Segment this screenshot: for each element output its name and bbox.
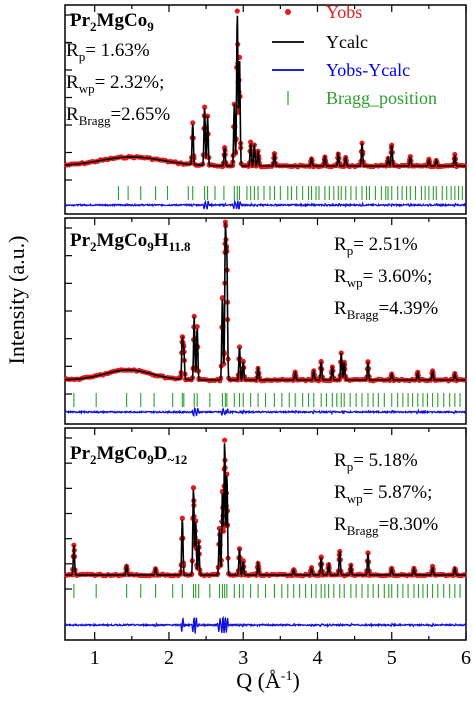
legend-entry: Yobs bbox=[326, 2, 362, 22]
yobs-point bbox=[204, 113, 211, 119]
yobs-point bbox=[236, 344, 243, 350]
panel-formula: Pr2MgCo9D~12 bbox=[70, 443, 187, 467]
x-tick-label: 3 bbox=[238, 647, 248, 669]
series-bragg bbox=[73, 393, 461, 407]
series-yobs bbox=[63, 8, 467, 170]
x-axis-label: Q (Å-1) bbox=[236, 668, 300, 693]
yobs-point bbox=[221, 361, 227, 367]
yobs-point bbox=[219, 295, 226, 301]
yobs-point bbox=[234, 8, 240, 14]
fit-statistic: RBragg=8.30% bbox=[334, 514, 438, 538]
fit-statistic: Rwp= 3.60%; bbox=[334, 266, 432, 290]
legend-marker bbox=[285, 9, 291, 15]
series-ycalc bbox=[65, 443, 466, 577]
x-tick-label: 2 bbox=[164, 647, 174, 669]
series-yobs-ycalc bbox=[64, 615, 467, 634]
panel-3 bbox=[63, 437, 467, 634]
series-ycalc bbox=[64, 15, 466, 168]
x-tick-label: 6 bbox=[461, 647, 471, 669]
legend-entry: Ycalc bbox=[326, 32, 368, 52]
yobs-point bbox=[222, 145, 228, 151]
yobs-point bbox=[194, 324, 200, 330]
fit-statistic: Rp= 2.51% bbox=[334, 234, 418, 258]
yobs-point bbox=[240, 359, 246, 365]
panel-1 bbox=[63, 8, 467, 210]
fit-statistic: RBragg=4.39% bbox=[334, 298, 438, 322]
panel-frame bbox=[64, 217, 467, 425]
yobs-point bbox=[248, 139, 254, 145]
x-tick-label: 5 bbox=[387, 647, 397, 669]
yobs-point bbox=[222, 437, 228, 443]
x-tick-label: 4 bbox=[312, 647, 322, 669]
panel-frame bbox=[64, 4, 467, 215]
yobs-point bbox=[240, 558, 246, 564]
yobs-point bbox=[365, 359, 371, 365]
yobs-point bbox=[407, 153, 413, 160]
fit-statistic: Rp= 1.63% bbox=[66, 40, 150, 64]
legend: Yobs Ycalc Yobs-Ycalc Bragg_position bbox=[272, 2, 437, 108]
yobs-point bbox=[216, 525, 223, 531]
series-yobs-ycalc bbox=[64, 198, 467, 210]
yobs-point bbox=[359, 140, 365, 146]
fit-statistic: RBragg=2.65% bbox=[66, 104, 170, 128]
panel-frame bbox=[64, 427, 467, 641]
yobs-point bbox=[71, 542, 77, 548]
panel-2 bbox=[63, 219, 467, 417]
panel-formula: Pr2MgCo9 bbox=[70, 10, 154, 34]
x-tick-label: 1 bbox=[90, 647, 100, 669]
yobs-point bbox=[191, 313, 197, 320]
yobs-point bbox=[365, 550, 371, 556]
fit-statistic: Rp= 5.18% bbox=[334, 450, 418, 474]
series-yobs-ycalc bbox=[64, 406, 467, 417]
yobs-point bbox=[341, 359, 347, 365]
legend-entry: Bragg_position bbox=[326, 88, 437, 108]
panel-formula: Pr2MgCo9H11.8 bbox=[70, 230, 191, 254]
yobs-point bbox=[179, 515, 185, 521]
fit-statistic: Rwp= 5.87%; bbox=[334, 482, 432, 506]
legend-entry: Yobs-Ycalc bbox=[326, 60, 410, 80]
series-ycalc bbox=[64, 222, 466, 382]
yobs-point bbox=[202, 104, 208, 110]
series-bragg bbox=[73, 584, 461, 598]
y-axis-label: Intensity (a.u.) bbox=[4, 236, 29, 365]
fit-statistic: Rwp= 2.32%; bbox=[66, 72, 164, 96]
series-bragg bbox=[117, 186, 463, 200]
yobs-point bbox=[452, 151, 458, 158]
yobs-point bbox=[190, 485, 197, 491]
yobs-point bbox=[190, 120, 196, 126]
